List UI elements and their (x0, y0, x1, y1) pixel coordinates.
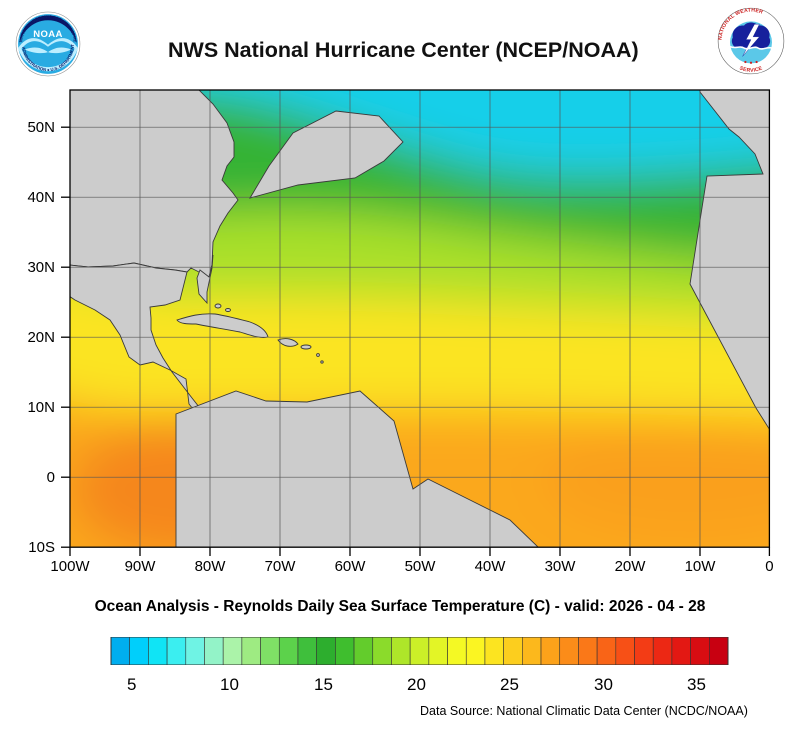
svg-text:NOAA: NOAA (33, 29, 62, 40)
